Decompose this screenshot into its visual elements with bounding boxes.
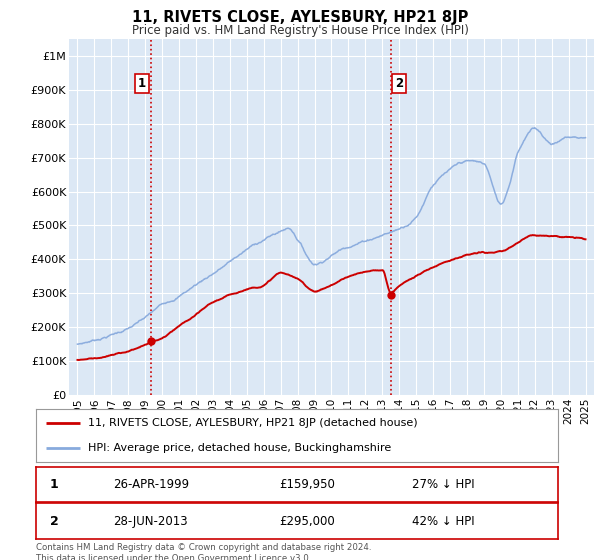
Text: Contains HM Land Registry data © Crown copyright and database right 2024.
This d: Contains HM Land Registry data © Crown c… xyxy=(36,543,371,560)
Text: 26-APR-1999: 26-APR-1999 xyxy=(113,478,189,491)
Text: 27% ↓ HPI: 27% ↓ HPI xyxy=(412,478,475,491)
Text: £295,000: £295,000 xyxy=(280,515,335,528)
Text: 1: 1 xyxy=(50,478,59,491)
Text: 11, RIVETS CLOSE, AYLESBURY, HP21 8JP (detached house): 11, RIVETS CLOSE, AYLESBURY, HP21 8JP (d… xyxy=(88,418,418,428)
Text: £159,950: £159,950 xyxy=(280,478,335,491)
Text: 42% ↓ HPI: 42% ↓ HPI xyxy=(412,515,475,528)
Text: 28-JUN-2013: 28-JUN-2013 xyxy=(113,515,188,528)
Text: 2: 2 xyxy=(50,515,59,528)
Text: 11, RIVETS CLOSE, AYLESBURY, HP21 8JP: 11, RIVETS CLOSE, AYLESBURY, HP21 8JP xyxy=(132,10,468,25)
Text: 2: 2 xyxy=(395,77,403,90)
Text: HPI: Average price, detached house, Buckinghamshire: HPI: Average price, detached house, Buck… xyxy=(88,442,391,452)
Text: 1: 1 xyxy=(138,77,146,90)
Text: Price paid vs. HM Land Registry's House Price Index (HPI): Price paid vs. HM Land Registry's House … xyxy=(131,24,469,36)
